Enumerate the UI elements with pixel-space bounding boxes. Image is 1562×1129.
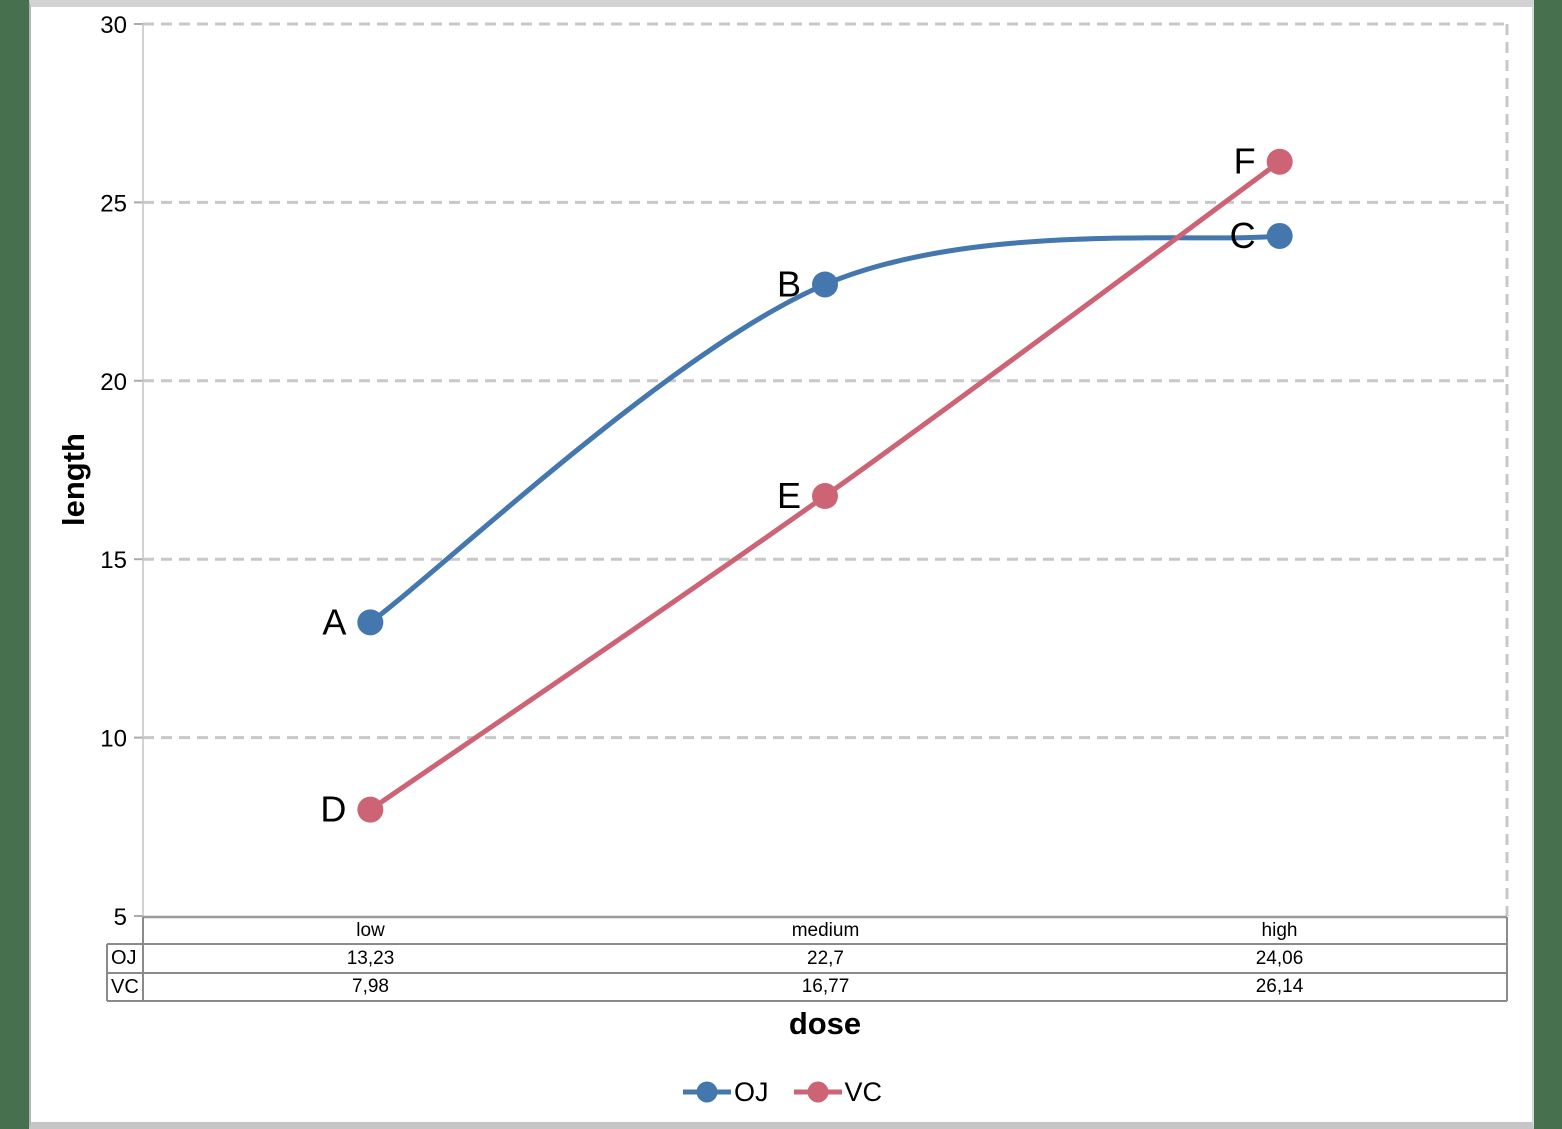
y-tick-label-10: 10	[100, 726, 127, 753]
y-tick-label-30: 30	[100, 12, 127, 39]
table-header-low: low	[356, 919, 385, 941]
point-label-d: D	[320, 789, 346, 830]
point-label-c: C	[1230, 215, 1256, 256]
table-row-label-oj: OJ	[111, 947, 137, 969]
data-point-a	[357, 609, 384, 636]
point-label-f: F	[1234, 141, 1256, 182]
table-cell-oj-low: 13,23	[346, 947, 395, 969]
legend-item-vc: VC	[793, 1076, 883, 1108]
data-point-b	[812, 271, 838, 298]
table-cell-vc-medium: 16,77	[801, 976, 850, 997]
legend-item-oj: OJ	[682, 1077, 769, 1108]
table-header-medium: medium	[791, 919, 860, 941]
point-label-b: B	[777, 263, 801, 304]
table-row-label-vc: VC	[111, 975, 139, 998]
data-point-e	[812, 483, 838, 510]
legend-label-oj: OJ	[733, 1076, 769, 1107]
data-point-f	[1266, 148, 1293, 175]
legend-label-vc: VC	[844, 1076, 883, 1107]
legend-line-marker-vc	[793, 1081, 842, 1103]
table-cell-vc-low: 7,98	[352, 976, 389, 997]
chart-canvas	[29, 0, 1534, 1129]
table-cell-vc-high: 26,14	[1255, 976, 1304, 997]
data-point-d	[357, 796, 384, 823]
y-tick-label-15: 15	[100, 547, 127, 574]
right-margin-strip	[1534, 0, 1562, 1129]
data-point-c	[1266, 222, 1293, 249]
point-label-a: A	[322, 601, 346, 642]
y-axis-title: length	[56, 433, 91, 527]
y-tick-label-25: 25	[100, 190, 127, 217]
chart-legend: OJ VC	[31, 1070, 1533, 1114]
point-label-e: E	[777, 475, 801, 516]
y-tick-label-5: 5	[114, 904, 127, 931]
table-cell-oj-medium: 22,7	[807, 947, 844, 969]
y-tick-label-20: 20	[100, 369, 127, 396]
x-axis-title: dose	[788, 1006, 862, 1041]
left-margin-strip	[0, 0, 29, 1129]
legend-line-marker-oj	[682, 1081, 731, 1103]
table-header-high: high	[1261, 919, 1298, 941]
table-cell-oj-high: 24,06	[1255, 947, 1304, 969]
